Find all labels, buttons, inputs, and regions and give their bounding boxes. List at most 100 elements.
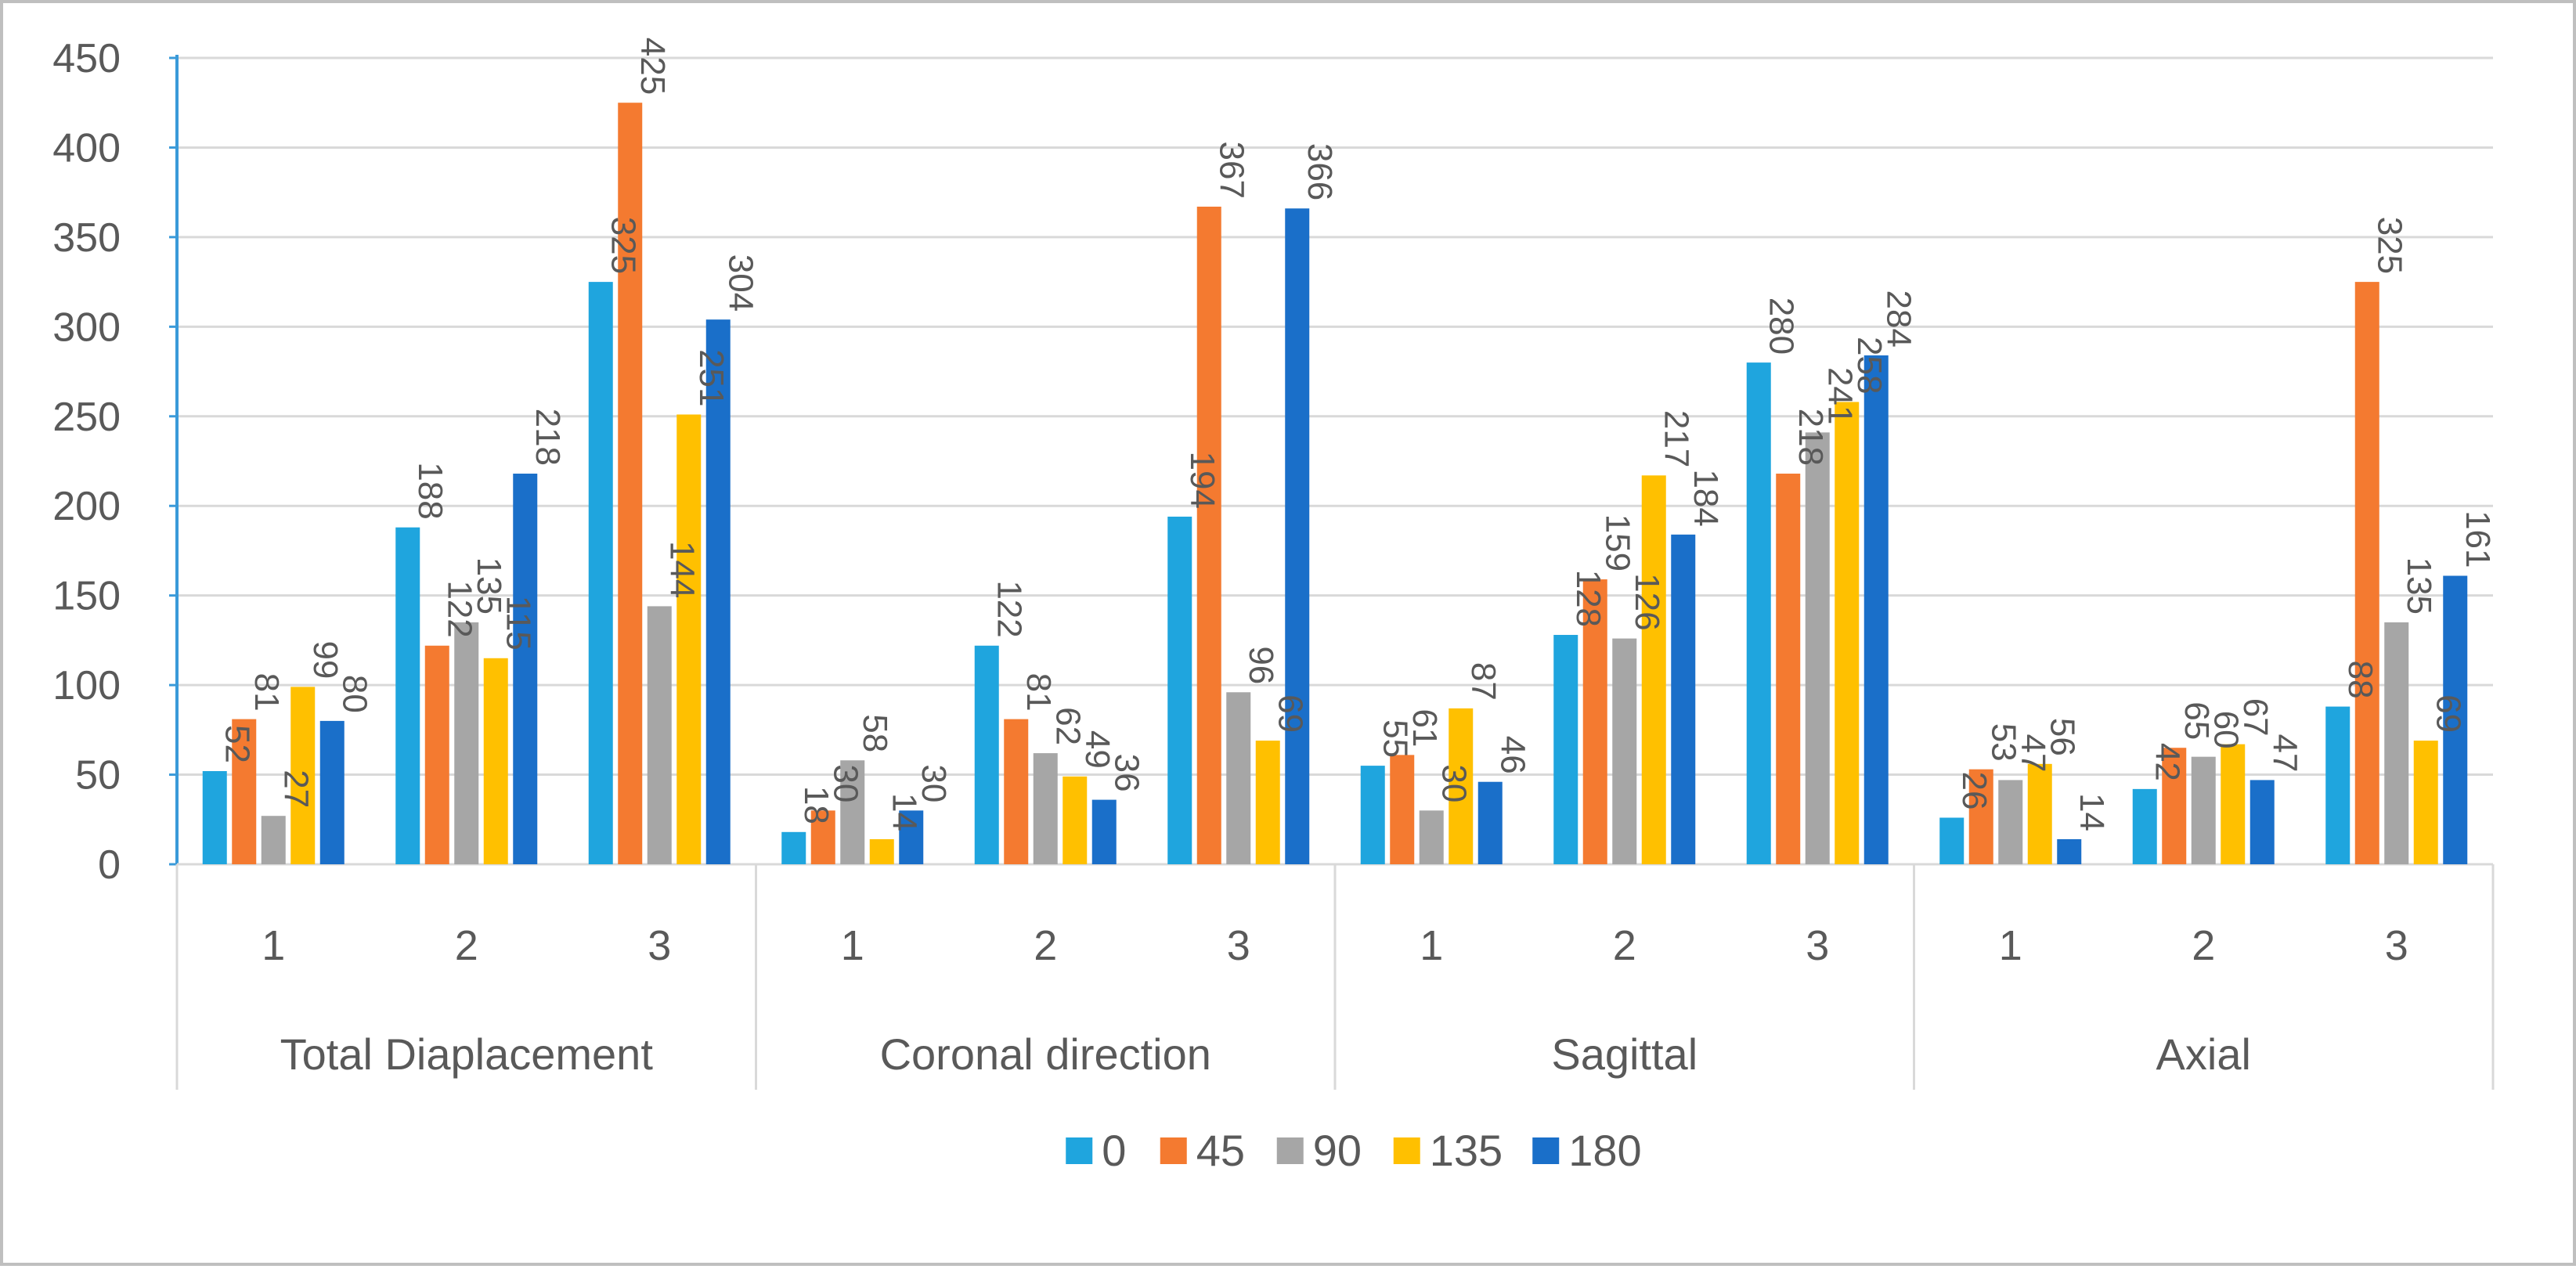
y-tick-label: 400 (52, 125, 121, 171)
bar-series-90 (454, 622, 479, 864)
bar-series-135 (1641, 475, 1666, 864)
bar-series-45 (424, 645, 449, 864)
bar-series-45 (1776, 474, 1801, 864)
bar-series-45 (1390, 755, 1415, 864)
data-label: 87 (1464, 662, 1503, 701)
data-label: 53 (1984, 723, 2022, 762)
bar-series-90 (1998, 780, 2023, 864)
bar-series-135 (1063, 776, 1088, 864)
bar-series-180 (1863, 355, 1889, 864)
category-label: 2 (1034, 922, 1057, 969)
bar-series-45 (1004, 719, 1029, 864)
bar-series-0 (1167, 516, 1192, 864)
y-tick-label: 450 (52, 36, 121, 81)
bar-series-135 (1255, 741, 1280, 864)
bar-series-0 (1746, 362, 1771, 865)
group-label: Axial (2156, 1029, 2251, 1079)
legend: 0 45 90 135 180 (1066, 1126, 1642, 1175)
bar-series-180 (705, 319, 731, 865)
y-tick-label: 150 (52, 574, 121, 619)
bar-series-45 (2354, 282, 2379, 865)
category-label: 2 (455, 922, 478, 969)
data-label: 96 (1242, 646, 1280, 684)
bar-series-45 (232, 719, 257, 864)
y-tick-label: 300 (52, 305, 121, 350)
bar-series-180 (1477, 781, 1503, 864)
bar-series-0 (202, 770, 227, 864)
data-label: 36 (1107, 754, 1145, 792)
x-axis-labels: 1 2 3 Total Diaplacement 1 2 3 Coronal directio… (175, 864, 2495, 1090)
data-label: 46 (1493, 736, 1532, 774)
bar-series-90 (1805, 432, 1830, 864)
bar-series-0 (395, 527, 420, 864)
data-label: 58 (856, 714, 894, 752)
data-label: 30 (1434, 764, 1473, 802)
bar-series-135 (1835, 402, 1860, 864)
category-label: 3 (1806, 922, 1829, 969)
data-label: 144 (662, 541, 701, 598)
bar-series-90 (1033, 753, 1058, 864)
bar-series-0 (2325, 706, 2351, 864)
data-label: 80 (335, 675, 373, 713)
data-label: 18 (797, 786, 835, 824)
bar-series-45 (810, 810, 835, 864)
legend-swatch-45 (1160, 1137, 1187, 1164)
category-label: 1 (841, 922, 864, 969)
data-label: 122 (440, 580, 478, 637)
bar-series-90 (1419, 810, 1444, 864)
legend-label: 90 (1313, 1126, 1362, 1175)
data-label: 366 (1301, 143, 1339, 200)
data-label: 161 (2459, 510, 2497, 568)
bar-series-45 (1196, 206, 1221, 864)
bar-series-135 (483, 658, 508, 864)
data-label: 128 (1569, 570, 1607, 627)
bar-series-180 (513, 474, 538, 864)
legend-swatch-0 (1066, 1137, 1093, 1164)
data-label: 55 (1376, 719, 1414, 758)
legend-label: 135 (1430, 1126, 1503, 1175)
bar-series-0 (781, 831, 806, 864)
data-label: 60 (2206, 711, 2245, 749)
data-label: 14 (2073, 793, 2111, 831)
data-label: 88 (2341, 661, 2379, 699)
bar-series-45 (618, 103, 643, 864)
data-labels: 5281279980188122135115218325425144251304… (218, 38, 2497, 831)
data-label: 81 (247, 673, 286, 712)
bar-series-45 (1968, 769, 1993, 864)
bar-series-0 (2132, 788, 2157, 864)
y-tick-label: 50 (75, 753, 121, 799)
bar-series-180 (899, 810, 924, 864)
data-label: 27 (276, 770, 315, 808)
data-label: 126 (1628, 573, 1666, 630)
group-label: Coronal direction (880, 1029, 1211, 1079)
data-label: 367 (1212, 142, 1250, 199)
y-tick-label: 0 (98, 842, 121, 888)
data-label: 184 (1687, 469, 1725, 526)
data-label: 52 (218, 725, 256, 763)
data-label: 135 (470, 557, 508, 615)
category-label: 2 (2192, 922, 2215, 969)
legend-label: 0 (1102, 1126, 1126, 1175)
data-label: 280 (1762, 297, 1800, 355)
bars (202, 103, 2468, 865)
data-label: 188 (411, 462, 449, 519)
data-label: 30 (826, 764, 864, 802)
bar-series-180 (2249, 780, 2275, 864)
bar-series-45 (1582, 579, 1607, 864)
bar-series-135 (869, 838, 894, 864)
bar-series-0 (974, 645, 999, 864)
bar-series-135 (2027, 763, 2052, 864)
data-label: 218 (1791, 409, 1830, 466)
category-label: 3 (648, 922, 671, 969)
bar-series-180 (2057, 838, 2082, 864)
data-label: 69 (1271, 694, 1309, 733)
legend-label: 45 (1196, 1126, 1245, 1175)
data-label: 218 (529, 409, 567, 466)
bar-series-90 (1612, 638, 1637, 864)
data-label: 425 (633, 38, 672, 95)
data-label: 67 (2236, 698, 2275, 737)
legend-swatch-135 (1393, 1137, 1420, 1164)
data-label: 258 (1850, 337, 1889, 394)
